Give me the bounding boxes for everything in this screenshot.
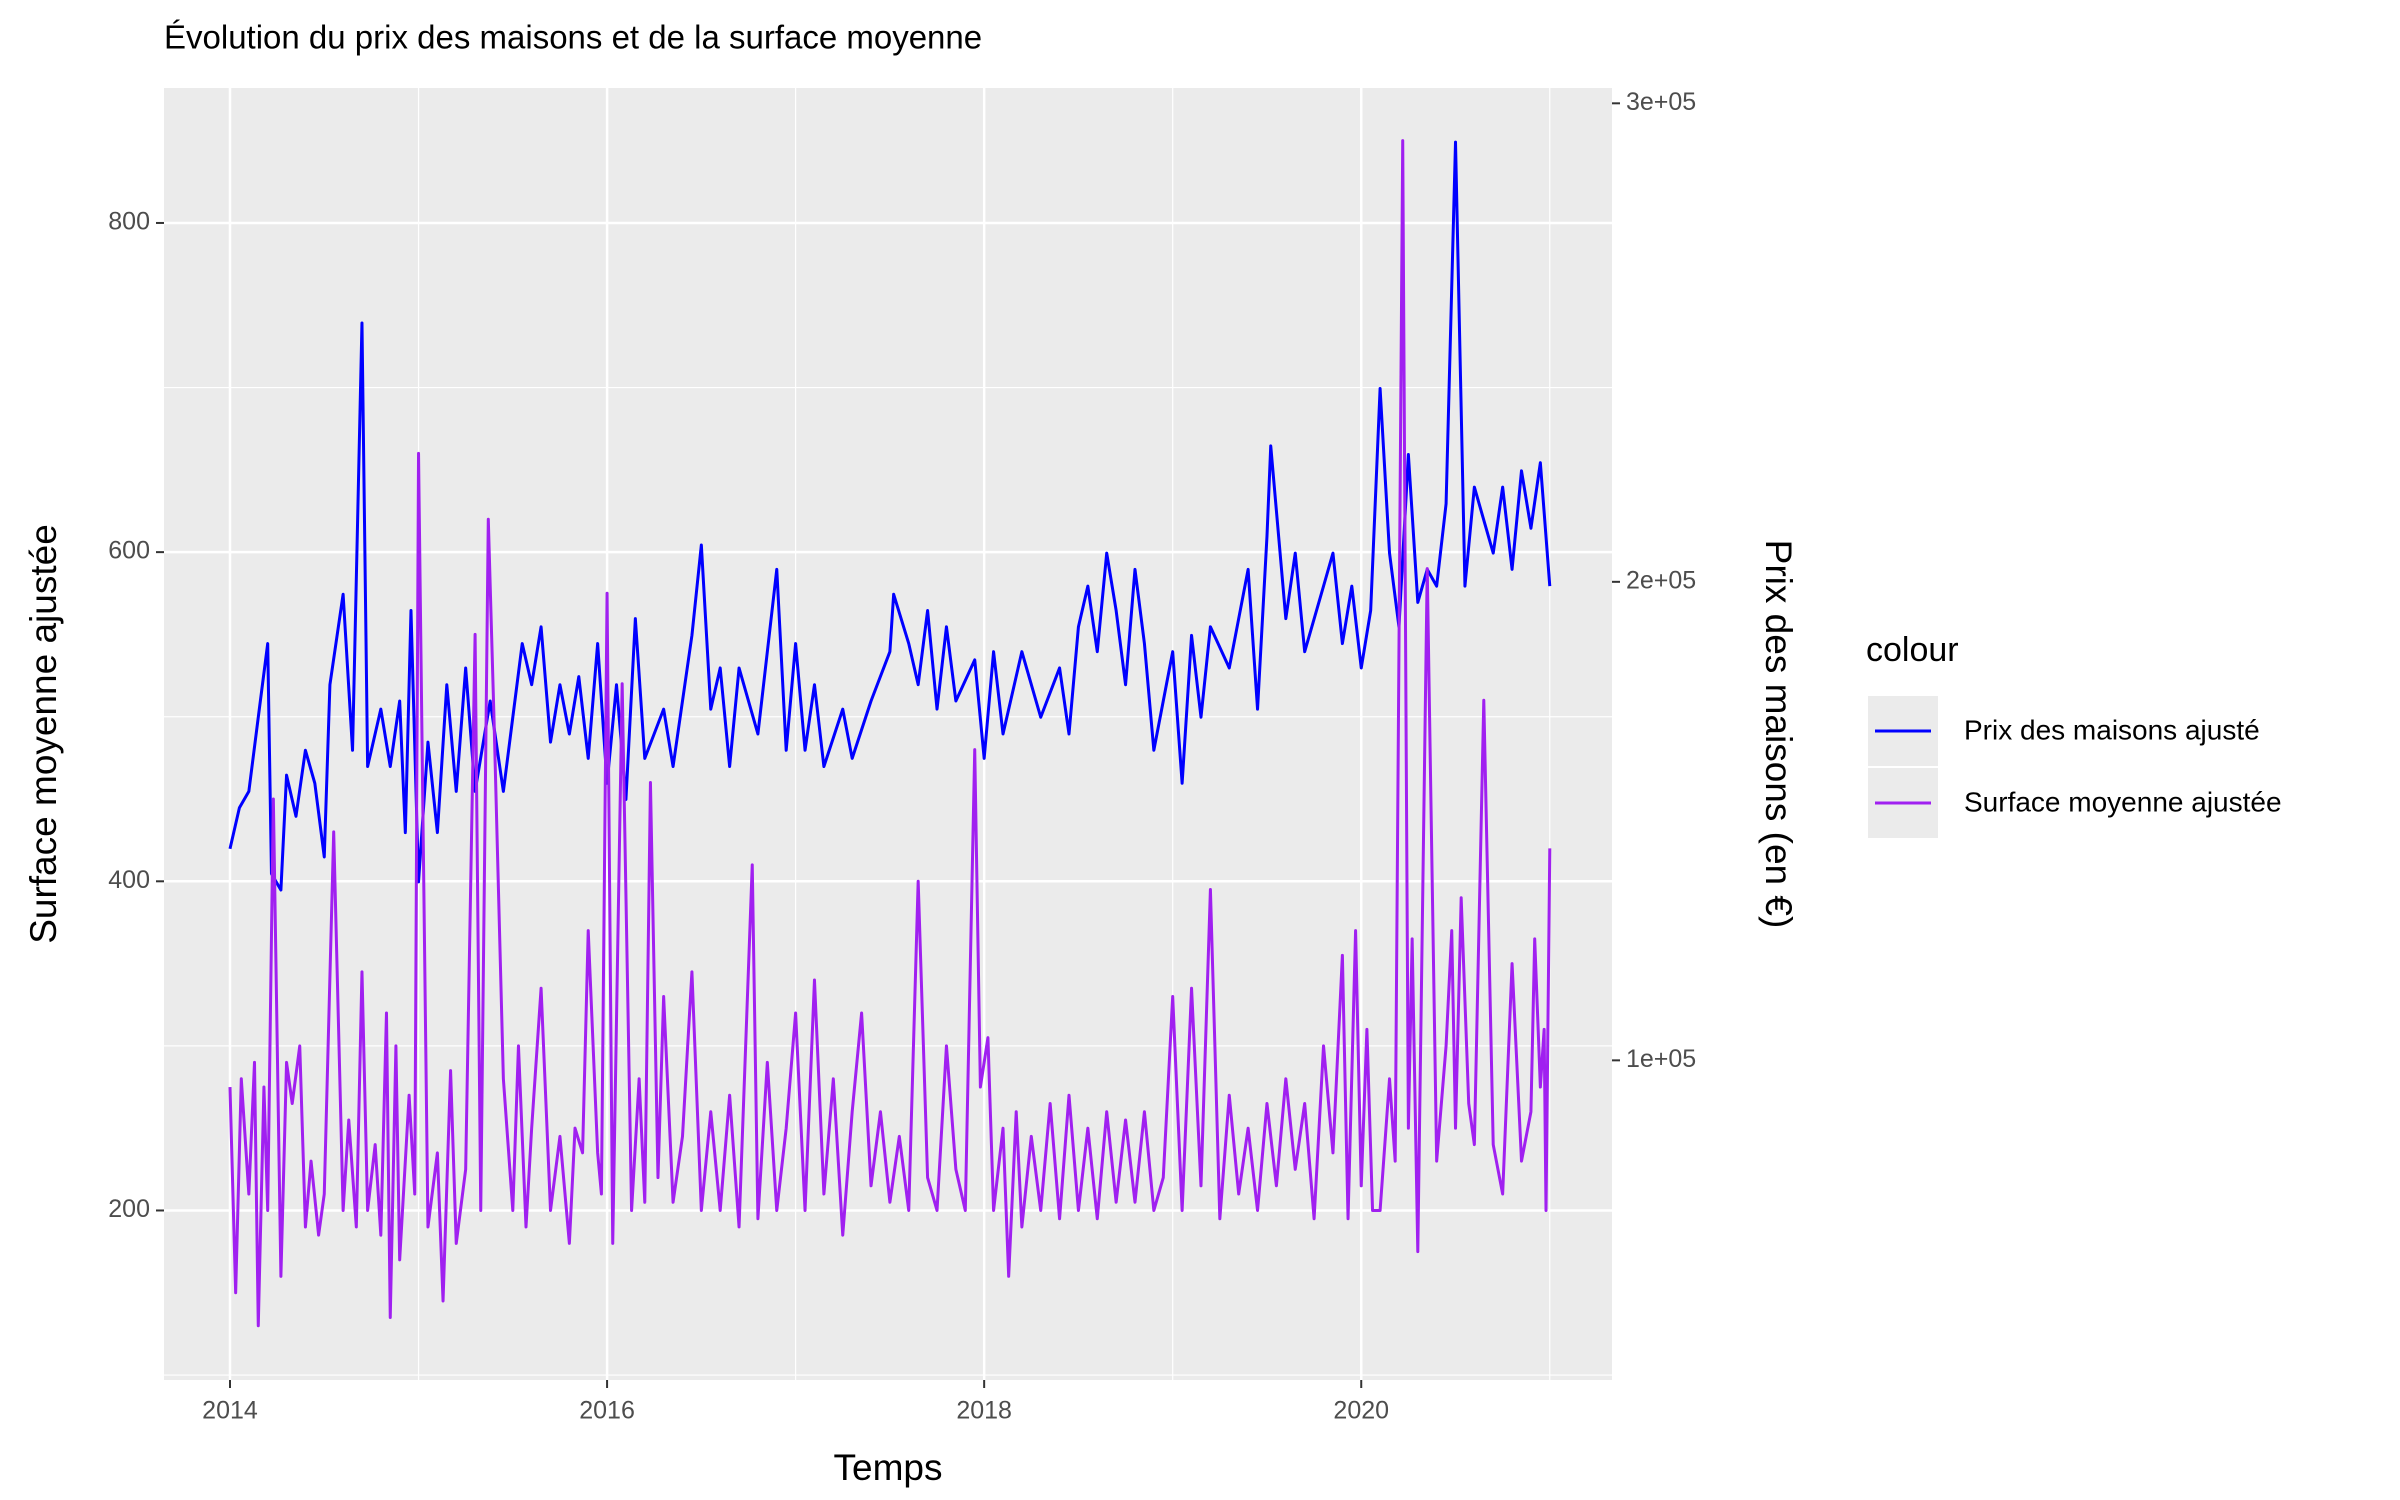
x-tick-label: 2014 xyxy=(202,1397,258,1425)
y-tick-label: 800 xyxy=(108,208,150,236)
y-axis-title: Surface moyenne ajustée xyxy=(23,524,64,944)
series-line xyxy=(228,139,1552,1328)
x-tick-label: 2020 xyxy=(1333,1397,1389,1425)
x-tick-label: 2018 xyxy=(956,1397,1012,1425)
x-axis-title: Temps xyxy=(834,1447,943,1488)
legend-title: colour xyxy=(1866,631,1959,669)
series-line xyxy=(228,140,1552,892)
y-tick-label: 600 xyxy=(108,537,150,565)
y-tick-label: 200 xyxy=(108,1195,150,1223)
x-tick-label: 2016 xyxy=(579,1397,635,1425)
y2-tick-label: 2e+05 xyxy=(1626,566,1696,594)
y2-axis-title: Prix des maisons (en €) xyxy=(1758,540,1799,929)
legend-label: Surface moyenne ajustée xyxy=(1964,786,2282,817)
chart-title: Évolution du prix des maisons et de la s… xyxy=(164,19,982,56)
legend-label: Prix des maisons ajusté xyxy=(1964,714,2260,745)
y-tick-label: 400 xyxy=(108,866,150,894)
y2-tick-label: 3e+05 xyxy=(1626,88,1696,116)
y2-tick-label: 1e+05 xyxy=(1626,1045,1696,1073)
